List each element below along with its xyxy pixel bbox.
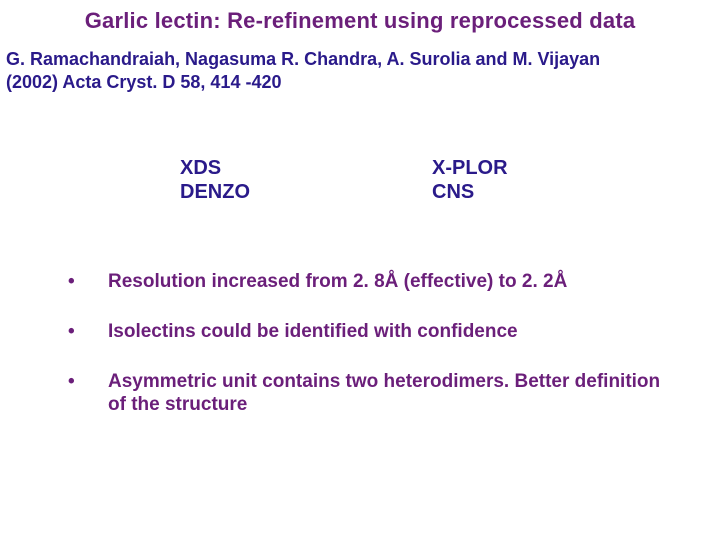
citation-block: G. Ramachandraiah, Nagasuma R. Chandra, … [6, 48, 714, 93]
bullet-dot-icon: • [88, 370, 108, 394]
bullet-1: •Resolution increased from 2. 8Å (effect… [88, 270, 668, 294]
citation-line-1: G. Ramachandraiah, Nagasuma R. Chandra, … [6, 49, 600, 69]
software-left-2: DENZO [180, 181, 250, 203]
bullet-2-text: Isolectins could be identified with conf… [108, 321, 518, 342]
software-right-2: CNS [432, 181, 474, 203]
bullet-1-text: Resolution increased from 2. 8Å (effecti… [108, 271, 567, 292]
slide-title: Garlic lectin: Re-refinement using repro… [0, 8, 720, 34]
software-left-column: XDS DENZO [180, 156, 250, 205]
citation-line-2: (2002) Acta Cryst. D 58, 414 -420 [6, 72, 281, 92]
software-left-1: XDS [180, 157, 221, 179]
bullet-2: •Isolectins could be identified with con… [88, 320, 668, 344]
slide: Garlic lectin: Re-refinement using repro… [0, 0, 720, 540]
bullet-dot-icon: • [88, 270, 108, 294]
bullet-list: •Resolution increased from 2. 8Å (effect… [88, 270, 668, 443]
bullet-dot-icon: • [88, 320, 108, 344]
software-right-column: X-PLOR CNS [432, 156, 508, 205]
bullet-3: •Asymmetric unit contains two heterodime… [88, 370, 668, 418]
software-right-1: X-PLOR [432, 157, 508, 179]
bullet-3-text: Asymmetric unit contains two heterodimer… [108, 371, 660, 416]
